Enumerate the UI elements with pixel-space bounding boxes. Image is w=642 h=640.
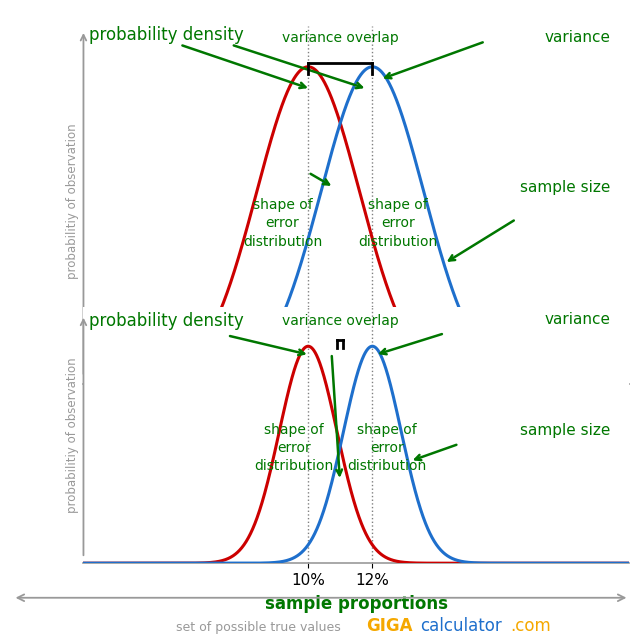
Text: variance: variance [544, 312, 610, 327]
Text: variance overlap: variance overlap [282, 31, 399, 45]
Text: shape of
error
distribution: shape of error distribution [347, 422, 426, 474]
Text: probability density: probability density [89, 312, 244, 330]
Text: sample size: sample size [519, 179, 610, 195]
Text: shape of
error
distribution: shape of error distribution [358, 198, 438, 249]
Text: calculator: calculator [421, 617, 502, 635]
Text: GIGA: GIGA [366, 617, 412, 635]
Text: shape of
error
distribution: shape of error distribution [243, 198, 322, 249]
X-axis label: sample proportions: sample proportions [265, 415, 448, 434]
Text: probability density: probability density [89, 26, 244, 45]
Text: set of possible true values: set of possible true values [176, 621, 340, 634]
Text: variance overlap: variance overlap [282, 314, 399, 328]
Y-axis label: probabilitiy of observation: probabilitiy of observation [66, 124, 80, 280]
Text: shape of
error
distribution: shape of error distribution [254, 422, 333, 474]
Text: .com: .com [510, 617, 551, 635]
X-axis label: sample proportions: sample proportions [265, 595, 448, 613]
Text: variance: variance [544, 30, 610, 45]
Text: sample size: sample size [519, 422, 610, 438]
Y-axis label: probabilitiy of observation: probabilitiy of observation [66, 357, 80, 513]
